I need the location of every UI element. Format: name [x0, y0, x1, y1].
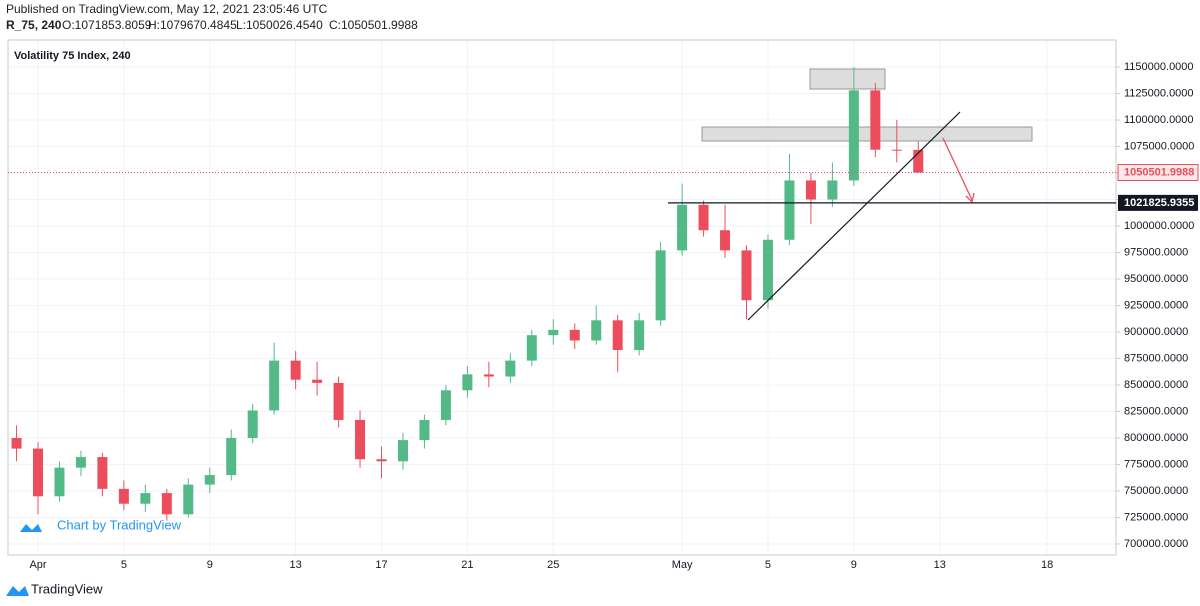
zone-box: [701, 126, 1033, 142]
candle-body: [698, 204, 709, 231]
x-tick-label: 5: [121, 559, 127, 571]
footer-brand: TradingView: [31, 581, 103, 596]
y-tick-label: 800000.0000: [1124, 432, 1188, 444]
y-tick-label: 1000000.0000: [1124, 220, 1194, 232]
candle-body: [762, 239, 773, 301]
candle-body: [913, 149, 924, 173]
arrow: [942, 137, 973, 201]
candle-body: [269, 360, 280, 411]
candle-body: [419, 419, 430, 441]
y-tick-label: 1100000.0000: [1124, 114, 1194, 126]
ohlc-open: O:1071853.8059: [62, 18, 152, 32]
x-tick-label: 21: [461, 559, 473, 571]
candle-body: [247, 410, 258, 438]
candle-body: [355, 419, 366, 460]
x-tick-label: 9: [851, 559, 857, 571]
x-tick-label: 18: [1041, 559, 1053, 571]
candle-body: [805, 180, 816, 200]
arrow-head: [965, 192, 975, 204]
candle-body: [827, 180, 838, 200]
candle-body: [462, 374, 473, 391]
y-tick-label: 850000.0000: [1124, 379, 1188, 391]
candles: [11, 67, 924, 521]
x-tick-label: 25: [547, 559, 559, 571]
footer-logo: [6, 586, 29, 596]
trend-line: [747, 111, 961, 321]
candle-body: [677, 204, 688, 251]
last-price-box: [1117, 163, 1199, 181]
y-tick-label: 775000.0000: [1124, 458, 1188, 470]
candle-body: [183, 484, 194, 515]
y-tick-label: 900000.0000: [1124, 326, 1188, 338]
candle-body: [634, 320, 645, 351]
candle-body: [440, 390, 451, 420]
y-tick-label: 725000.0000: [1124, 511, 1188, 523]
watermark-logo: [20, 524, 42, 532]
candle-body: [312, 379, 323, 383]
y-tick-label: 1075000.0000: [1124, 140, 1194, 152]
candle-body: [483, 374, 494, 377]
candle-body: [376, 459, 387, 462]
y-tick-label: 975000.0000: [1124, 246, 1188, 258]
published-line: Published on TradingView.com, May 12, 20…: [6, 2, 328, 16]
candle-body: [891, 149, 902, 151]
candle-body: [333, 382, 344, 420]
x-tick-label: May: [672, 559, 693, 571]
level-box: [1118, 194, 1198, 211]
candle-body: [140, 493, 151, 504]
grid: [8, 40, 1116, 555]
y-tick-label: 950000.0000: [1124, 273, 1188, 285]
candle-body: [870, 90, 881, 150]
level-label: 1021825.9355: [1124, 197, 1194, 209]
x-tick-label: 5: [765, 559, 771, 571]
ohlc-low: L:1050026.4540: [236, 18, 323, 32]
y-tick-label: 1125000.0000: [1124, 87, 1194, 99]
watermark: Chart by TradingView: [57, 517, 182, 532]
candle-body: [848, 90, 859, 181]
candle-body: [612, 320, 623, 351]
y-tick-label: 1150000.0000: [1124, 61, 1194, 73]
chart-title: Volatility 75 Index, 240: [14, 50, 131, 62]
candle-body: [505, 360, 516, 377]
ohlc-high: H:1079670.4845: [148, 18, 237, 32]
ohlc-close: C:1050501.9988: [329, 18, 418, 32]
candle-body: [655, 250, 666, 321]
candle-body: [397, 440, 408, 462]
candle-body: [741, 250, 752, 301]
candle-body: [11, 437, 22, 449]
last-price-label: 1050501.9988: [1124, 166, 1194, 178]
candle-body: [290, 360, 301, 380]
plot-frame: [7, 39, 1117, 556]
x-tick-label: 13: [934, 559, 946, 571]
zone-box: [809, 68, 886, 90]
candle-body: [97, 457, 108, 489]
y-tick-label: 875000.0000: [1124, 352, 1188, 364]
candle-body: [569, 329, 580, 341]
candle-body: [591, 320, 602, 341]
y-tick-label: 925000.0000: [1124, 299, 1188, 311]
y-tick-label: 750000.0000: [1124, 485, 1188, 497]
y-tick-label: 700000.0000: [1124, 538, 1188, 550]
x-tick-label: 13: [290, 559, 302, 571]
candle-body: [33, 448, 43, 497]
candle-body: [54, 467, 65, 497]
y-tick-label: 825000.0000: [1124, 405, 1188, 417]
candle-body: [75, 457, 86, 468]
candle-body: [784, 180, 795, 240]
candle-body: [548, 329, 559, 336]
candle-body: [226, 437, 237, 476]
x-tick-label: 9: [207, 559, 213, 571]
x-tick-label: Apr: [29, 559, 46, 571]
candle-body: [204, 475, 215, 485]
candle-body: [526, 335, 537, 361]
symbol: R_75, 240: [6, 18, 62, 32]
candle-body: [161, 493, 172, 515]
candle-body: [118, 488, 129, 504]
candle-body: [720, 230, 731, 251]
x-tick-label: 17: [375, 559, 387, 571]
